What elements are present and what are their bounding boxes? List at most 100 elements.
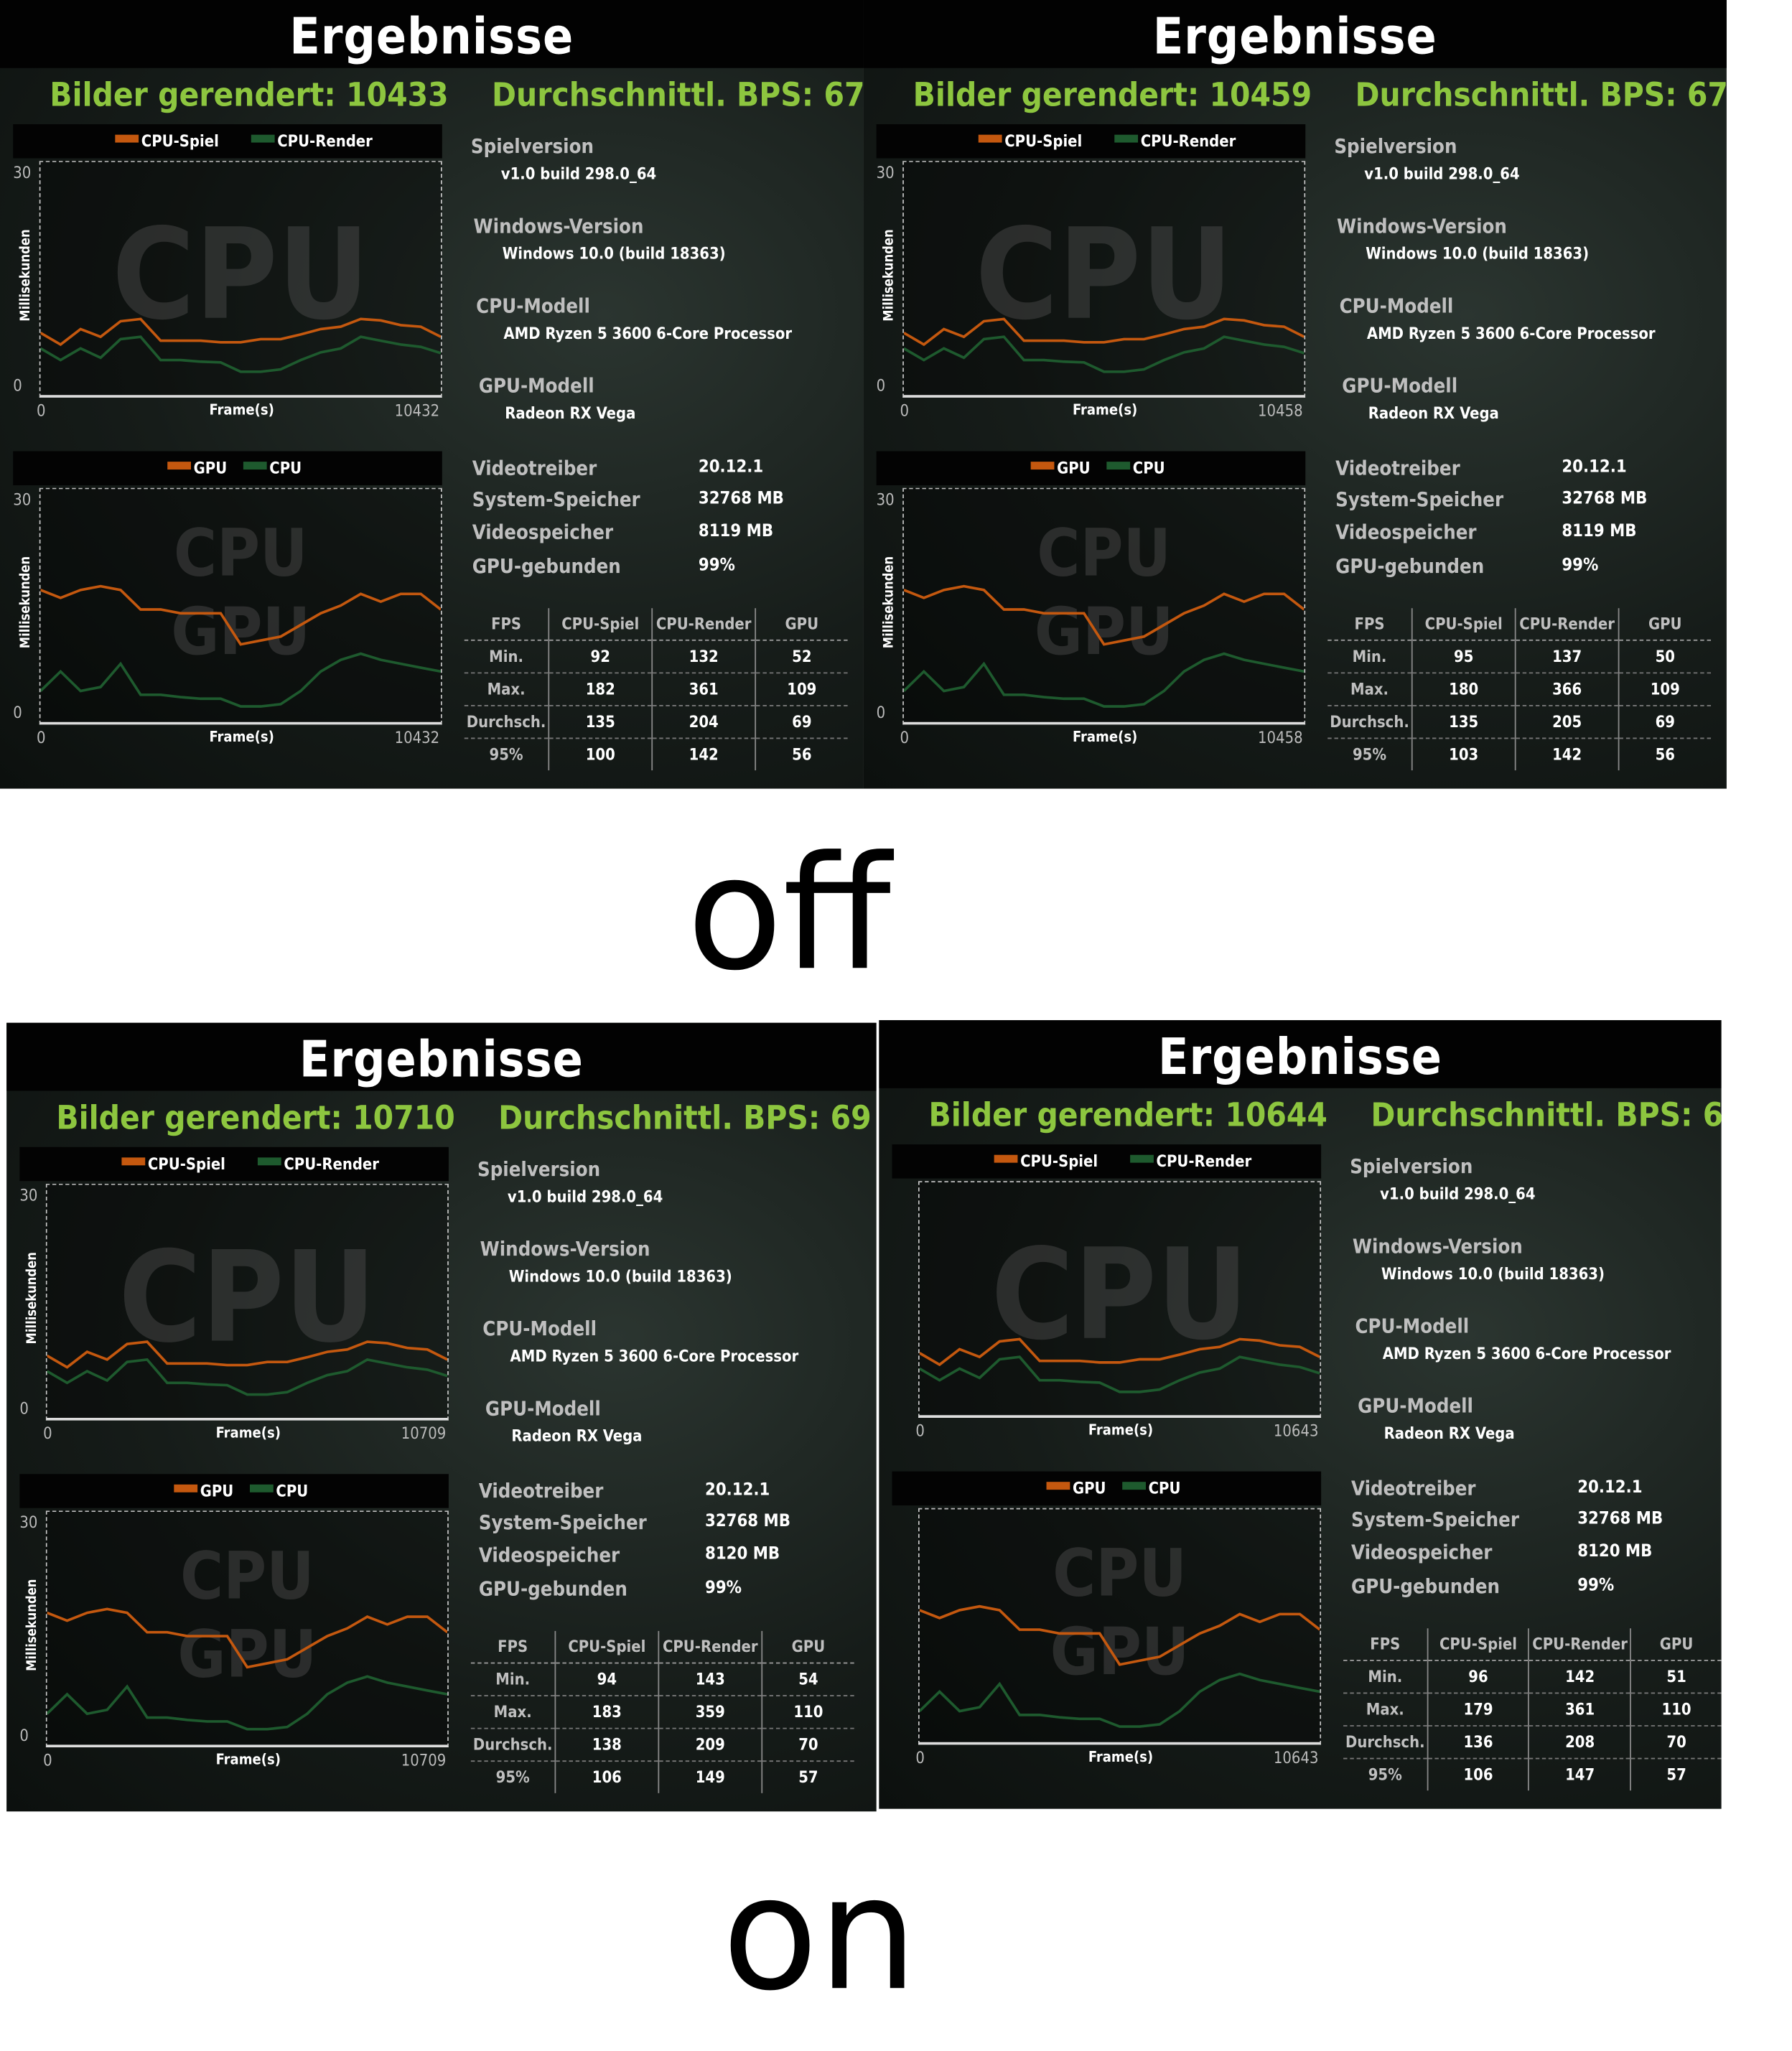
table-cell: 142	[1528, 1660, 1631, 1694]
average-fps: Durchschnittl. BPS: 67	[492, 76, 863, 114]
y-tick-max: 30	[13, 490, 32, 509]
table-header: GPU	[1630, 1628, 1722, 1661]
x-tick-min: 0	[915, 1421, 925, 1440]
y-axis-label: Millisekunden	[25, 1252, 40, 1345]
info-value-vram: 8119 MB	[698, 521, 774, 542]
table-row: Durchsch. 135 205 69	[1327, 705, 1712, 739]
table-header: FPS	[1343, 1628, 1428, 1661]
bps-label: Durchschnittl. BPS:	[1371, 1095, 1693, 1134]
x-tick-min: 0	[915, 1748, 925, 1767]
info-label-vram: Videospeicher	[1335, 520, 1477, 544]
legend-swatch	[978, 134, 1002, 143]
info-label-gpu: GPU-Modell	[478, 374, 594, 398]
table-cell: 135	[548, 705, 653, 739]
frames-rendered: Bilder gerendert: 10644	[929, 1096, 1327, 1134]
legend-swatch	[1030, 462, 1055, 470]
frames-label: Bilder gerendert:	[928, 1095, 1215, 1134]
y-tick-min: 0	[876, 704, 886, 722]
legend-swatch	[1106, 462, 1131, 470]
series-line-gpu	[919, 1604, 1320, 1666]
table-cell: 103	[1411, 738, 1516, 771]
table-cell: 69	[755, 705, 848, 739]
table-header: GPU	[761, 1630, 854, 1664]
table-cell: 183	[554, 1696, 659, 1729]
info-label-driver: Videotreiber	[1335, 456, 1460, 480]
x-axis-label: Frame(s)	[1088, 1421, 1154, 1439]
table-cell: 52	[755, 640, 848, 674]
y-tick-min: 0	[13, 376, 22, 396]
legend-label: CPU-Spiel	[1020, 1152, 1098, 1171]
table-row: 95% 106 149 57	[471, 1761, 854, 1793]
table-cell: 69	[1618, 705, 1712, 739]
table-header: CPU-Spiel	[548, 608, 653, 641]
legend-swatch	[121, 1157, 146, 1166]
table-cell: 56	[755, 738, 848, 771]
table-cell: 361	[651, 673, 756, 706]
y-axis-label: Millisekunden	[19, 556, 34, 649]
chart-watermark: CPU	[173, 515, 308, 592]
table-cell: 54	[761, 1663, 854, 1697]
chart-legend: GPU CPU	[13, 451, 442, 485]
chart-lines	[903, 317, 1305, 373]
chart-plot-area: CPU GPU	[39, 487, 442, 725]
info-label-sysmem: System-Speicher	[472, 487, 640, 512]
chart-plot-area: CPU GPU	[918, 1508, 1322, 1745]
table-row: 95% 103 142 56	[1327, 738, 1712, 771]
table-row: Min. 96 142 51	[1343, 1660, 1722, 1694]
table-row: 95% 100 142 56	[465, 738, 848, 771]
legend-label: CPU-Spiel	[147, 1154, 225, 1174]
bps-value: 67	[823, 75, 864, 114]
results-panel: Ergebnisse Bilder gerendert: 10433 Durchsc…	[0, 0, 864, 789]
info-label-cpu: CPU-Modell	[476, 294, 590, 318]
y-tick-min: 0	[19, 1726, 29, 1745]
table-row: Min. 94 143 54	[470, 1663, 854, 1697]
table-cell: 135	[1411, 705, 1516, 739]
gpu-cpu-chart: GPU CPU CPU GPU 0 10643 Frame(s)	[892, 1471, 1322, 1775]
legend-swatch	[249, 1484, 274, 1492]
table-cell: 95	[1411, 640, 1516, 674]
table-cell: 57	[761, 1761, 854, 1793]
info-label-gpu: GPU-Modell	[485, 1396, 601, 1421]
frametime-chart: CPU-Spiel CPU-Render CPU 30 0 Millisekunden 0 1…	[13, 124, 442, 428]
y-tick-min: 0	[19, 1399, 29, 1418]
info-value-gpubound: 99%	[1577, 1576, 1615, 1596]
chart-plot-area: CPU GPU	[902, 487, 1306, 725]
info-value-game_version: v1.0 build 298.0_64	[1380, 1185, 1536, 1204]
table-cell: 110	[1630, 1693, 1722, 1727]
title-bar: Ergebnisse	[6, 1022, 877, 1091]
table-header: FPS	[470, 1630, 556, 1664]
info-value-game_version: v1.0 build 298.0_64	[1364, 164, 1520, 184]
legend-swatch	[174, 1484, 198, 1492]
chart-plot-area: CPU	[902, 161, 1306, 398]
results-title: Ergebnisse	[1152, 7, 1437, 66]
results-panel: Ergebnisse Bilder gerendert: 10644 Durchsc…	[879, 1020, 1722, 1809]
table-cell: 132	[651, 640, 756, 674]
average-fps: Durchschnittl. BPS: 69	[498, 1098, 871, 1136]
info-value-driver: 20.12.1	[1577, 1477, 1643, 1498]
info-value-sysmem: 32768 MB	[705, 1512, 790, 1532]
table-cell: 149	[658, 1761, 762, 1793]
table-header-row: FPS CPU-Spiel CPU-Render GPU	[464, 608, 848, 641]
x-axis-label: Frame(s)	[215, 1751, 281, 1769]
row-header: Durchsch.	[1343, 1725, 1428, 1760]
chart-lines	[47, 1607, 448, 1731]
info-label-vram: Videospeicher	[478, 1543, 620, 1567]
legend-swatch	[257, 1157, 281, 1166]
legend-label: CPU	[1148, 1479, 1181, 1498]
row-header: Durchsch.	[1327, 705, 1412, 739]
row-header: Min.	[464, 640, 549, 674]
table-header: GPU	[755, 608, 848, 641]
table-cell: 70	[1630, 1725, 1722, 1760]
gpu-cpu-chart: GPU CPU CPU GPU 30 0 Millisekunden 0 10709 Frame(…	[19, 1474, 449, 1777]
frames-rendered: Bilder gerendert: 10459	[913, 76, 1312, 114]
chart-legend: GPU CPU	[892, 1471, 1322, 1506]
table-cell: 208	[1528, 1725, 1631, 1760]
row-header: 95%	[1352, 745, 1387, 764]
legend-swatch	[251, 134, 275, 143]
table-cell: 182	[548, 673, 653, 706]
legend-label: CPU-Render	[277, 132, 373, 151]
info-label-windows: Windows-Version	[480, 1237, 650, 1261]
label-on: on	[722, 1844, 918, 2027]
table-row: Max. 182 361 109	[464, 673, 848, 706]
chart-plot-area: CPU GPU	[45, 1510, 449, 1748]
